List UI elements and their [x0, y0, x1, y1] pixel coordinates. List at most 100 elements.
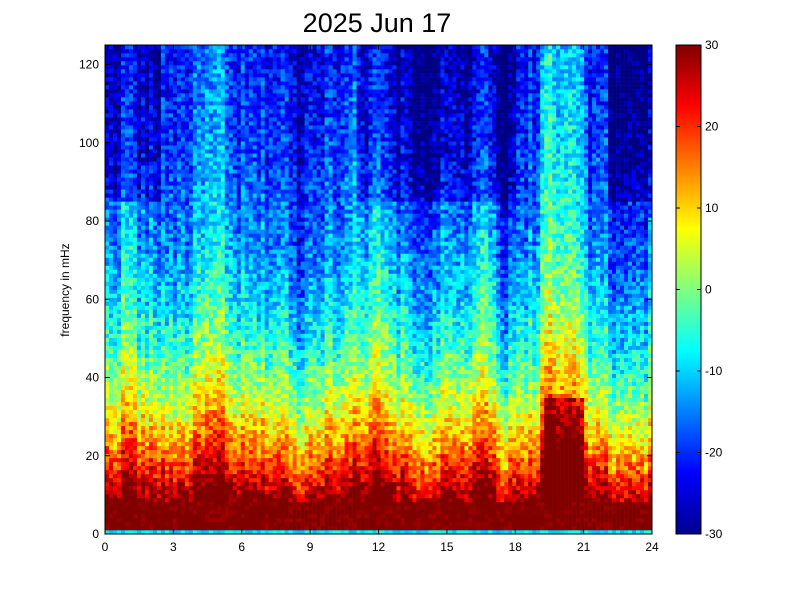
heatmap-cell	[156, 197, 162, 202]
heatmap-cell	[196, 173, 202, 178]
heatmap-cell	[168, 489, 174, 495]
heatmap-cell	[180, 353, 186, 358]
heatmap-cell	[204, 453, 210, 459]
heatmap-cell	[112, 269, 118, 274]
heatmap-cell	[160, 525, 166, 531]
heatmap-cell	[248, 101, 254, 106]
heatmap-cell	[108, 117, 114, 122]
heatmap-cell	[188, 277, 194, 282]
heatmap-cell	[200, 161, 206, 166]
heatmap-cell	[188, 225, 194, 230]
heatmap-cell	[192, 529, 198, 535]
heatmap-cell	[168, 153, 174, 158]
heatmap-cell	[216, 153, 222, 158]
heatmap-cell	[140, 253, 146, 258]
heatmap-cell	[236, 125, 242, 130]
heatmap-cell	[228, 69, 234, 74]
heatmap-cell	[132, 357, 138, 362]
heatmap-cell	[124, 261, 130, 266]
heatmap-cell	[240, 89, 246, 94]
heatmap-cell	[252, 209, 258, 214]
heatmap-cell	[184, 381, 190, 386]
heatmap-cell	[160, 349, 166, 354]
heatmap-cell	[164, 269, 170, 274]
heatmap-cell	[148, 401, 154, 407]
heatmap-cell	[228, 129, 234, 134]
heatmap-cell	[220, 133, 226, 138]
heatmap-cell	[172, 349, 178, 354]
heatmap-cell	[260, 197, 266, 202]
heatmap-cell	[184, 485, 190, 491]
heatmap-cell	[224, 381, 230, 386]
heatmap-cell	[120, 353, 126, 358]
heatmap-cell	[124, 433, 130, 439]
heatmap-cell	[105, 377, 110, 382]
heatmap-cell	[240, 393, 246, 399]
heatmap-cell	[148, 481, 154, 487]
heatmap-cell	[108, 493, 114, 499]
heatmap-cell	[196, 77, 202, 82]
heatmap-cell	[160, 241, 166, 246]
heatmap-cell	[108, 513, 114, 519]
heatmap-cell	[188, 105, 194, 110]
heatmap-cell	[176, 441, 182, 447]
heatmap-cell	[164, 469, 170, 475]
heatmap-cell	[140, 305, 146, 310]
heatmap-cell	[148, 81, 154, 86]
heatmap-cell	[224, 465, 230, 471]
heatmap-cell	[148, 181, 154, 186]
heatmap-cell	[224, 197, 230, 202]
heatmap-cell	[192, 217, 198, 222]
heatmap-cell	[140, 441, 146, 447]
heatmap-cell	[168, 389, 174, 395]
heatmap-cell	[180, 229, 186, 234]
heatmap-cell	[232, 137, 238, 142]
heatmap-cell	[248, 181, 254, 186]
heatmap-cell	[232, 437, 238, 443]
heatmap-cell	[164, 265, 170, 270]
heatmap-cell	[144, 409, 150, 415]
heatmap-cell	[212, 53, 218, 58]
heatmap-cell	[208, 437, 214, 443]
heatmap-cell	[208, 485, 214, 491]
heatmap-cell	[105, 309, 110, 314]
heatmap-cell	[124, 145, 130, 150]
heatmap-cell	[128, 157, 134, 162]
heatmap-cell	[240, 97, 246, 102]
heatmap-cell	[228, 289, 234, 294]
heatmap-cell	[105, 293, 110, 298]
heatmap-cell	[116, 477, 122, 483]
heatmap-cell	[188, 261, 194, 266]
heatmap-cell	[108, 345, 114, 350]
heatmap-cell	[124, 113, 130, 118]
heatmap-cell	[196, 397, 202, 403]
heatmap-cell	[216, 181, 222, 186]
heatmap-cell	[200, 117, 206, 122]
heatmap-cell	[180, 257, 186, 262]
heatmap-cell	[236, 181, 242, 186]
heatmap-cell	[224, 117, 230, 122]
heatmap-cell	[136, 117, 142, 122]
heatmap-cell	[164, 365, 170, 370]
heatmap-cell	[204, 209, 210, 214]
heatmap-cell	[164, 225, 170, 230]
heatmap-cell	[212, 405, 218, 411]
heatmap-cell	[164, 485, 170, 491]
heatmap-cell	[192, 113, 198, 118]
heatmap-cell	[264, 505, 269, 511]
heatmap-cell	[236, 489, 242, 495]
heatmap-cell	[108, 473, 114, 479]
heatmap-cell	[204, 201, 210, 206]
heatmap-cell	[240, 405, 246, 411]
heatmap-cell	[105, 125, 110, 130]
heatmap-cell	[240, 449, 246, 455]
heatmap-cell	[256, 233, 262, 238]
heatmap-cell	[192, 305, 198, 310]
heatmap-cell	[184, 133, 190, 138]
heatmap-cell	[228, 221, 234, 226]
heatmap-cell	[224, 481, 230, 487]
heatmap-cell	[116, 397, 122, 403]
heatmap-cell	[212, 409, 218, 415]
heatmap-cell	[120, 445, 126, 451]
heatmap-cell	[128, 337, 134, 342]
